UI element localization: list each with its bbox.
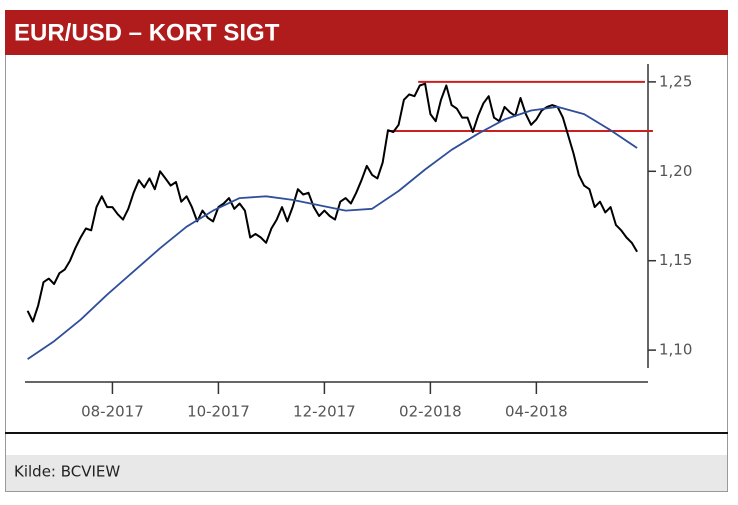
line-series: [27, 106, 638, 360]
frame: [5, 10, 728, 492]
chart-title: EUR/USD – KORT SIGT: [14, 19, 280, 46]
x-tick-label: 12-2017: [293, 403, 356, 421]
header: [5, 10, 728, 55]
source: Kilde: BCVIEW: [14, 463, 120, 481]
y-tick-label: 1,25: [659, 72, 692, 90]
x-tick-label: 04-2018: [505, 403, 568, 421]
y-tick-label: 1,15: [659, 251, 692, 269]
x-tick-label: 08-2017: [81, 403, 144, 421]
x-tick-label: 10-2017: [187, 403, 250, 421]
y-tick-label: 1,20: [659, 162, 692, 180]
line-series: [26, 82, 638, 323]
y-tick-label: 1,10: [659, 341, 692, 359]
x-tick-label: 02-2018: [399, 403, 462, 421]
footer: [6, 455, 727, 491]
